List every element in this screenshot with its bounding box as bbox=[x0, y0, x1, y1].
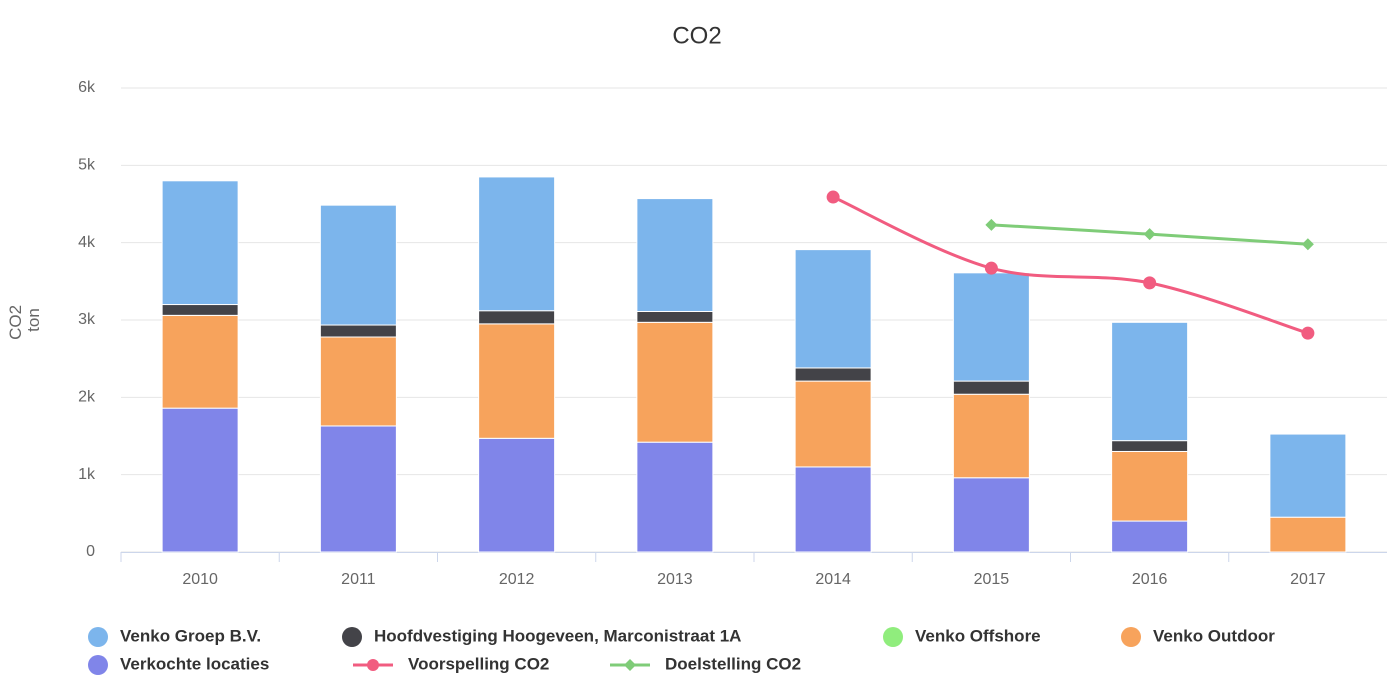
line-marker bbox=[826, 190, 840, 204]
x-tick-label: 2015 bbox=[974, 571, 1010, 588]
bar-segment bbox=[478, 310, 556, 325]
bar-segment bbox=[478, 323, 556, 439]
bar-segment bbox=[794, 380, 872, 468]
line-marker bbox=[984, 261, 998, 275]
chart-title: CO2 bbox=[672, 22, 721, 49]
line-marker bbox=[1301, 238, 1314, 251]
legend-symbol bbox=[367, 659, 379, 671]
bar-segment bbox=[161, 314, 239, 409]
bar-segment bbox=[1111, 440, 1189, 452]
bar-segment bbox=[319, 324, 397, 338]
bar-segment bbox=[1269, 516, 1347, 553]
y-tick-label: 1k bbox=[78, 466, 96, 483]
x-tick-label: 2010 bbox=[182, 571, 218, 588]
bar-segment bbox=[636, 441, 714, 553]
legend-label: Doelstelling CO2 bbox=[665, 654, 801, 673]
bar-segment bbox=[1269, 433, 1347, 518]
legend-symbol bbox=[1121, 627, 1141, 647]
bar-segment bbox=[1111, 450, 1189, 522]
bar-segment bbox=[319, 425, 397, 553]
bar-segment bbox=[952, 477, 1030, 553]
y-tick-label: 2k bbox=[78, 389, 96, 406]
x-tick-label: 2013 bbox=[657, 571, 693, 588]
x-tick-label: 2011 bbox=[341, 571, 376, 588]
bar-segment bbox=[161, 180, 239, 306]
bar-segment bbox=[636, 321, 714, 443]
legend-symbol bbox=[88, 655, 108, 675]
bar-segment bbox=[478, 437, 556, 553]
y-tick-label: 4k bbox=[78, 234, 96, 251]
x-tick-label: 2012 bbox=[499, 571, 535, 588]
bar-segment bbox=[636, 198, 714, 312]
legend-symbol bbox=[342, 627, 362, 647]
x-tick-label: 2017 bbox=[1290, 571, 1326, 588]
line-marker bbox=[1143, 228, 1156, 241]
bar-segment bbox=[952, 380, 1030, 395]
bar-segment bbox=[319, 336, 397, 427]
y-tick-label: 6k bbox=[78, 79, 96, 96]
legend-symbol bbox=[883, 627, 903, 647]
legend-label: Venko Groep B.V. bbox=[120, 626, 261, 645]
x-tick-label: 2016 bbox=[1132, 571, 1168, 588]
y-tick-label: 5k bbox=[78, 157, 96, 174]
legend-symbol bbox=[88, 627, 108, 647]
y-axis-title-line: ton bbox=[24, 308, 43, 332]
legend-symbol bbox=[624, 659, 636, 671]
bar-segment bbox=[952, 393, 1030, 479]
line-marker bbox=[985, 218, 998, 231]
bar-segment bbox=[952, 272, 1030, 382]
legend-label: Verkochte locaties bbox=[120, 654, 269, 673]
bar-segment bbox=[794, 249, 872, 369]
bar-segment bbox=[794, 466, 872, 553]
x-tick-label: 2014 bbox=[815, 571, 851, 588]
bar-segment bbox=[161, 407, 239, 553]
line-series bbox=[832, 195, 1309, 335]
line-marker bbox=[1143, 276, 1157, 290]
y-tick-label: 0 bbox=[86, 543, 95, 560]
legend-label: Hoofdvestiging Hoogeveen, Marconistraat … bbox=[374, 626, 741, 645]
bar-segment bbox=[319, 204, 397, 326]
y-tick-label: 3k bbox=[78, 311, 96, 328]
legend-label: Voorspelling CO2 bbox=[408, 654, 549, 673]
bar-segment bbox=[1111, 520, 1189, 553]
y-axis-title: CO2 ton bbox=[6, 300, 43, 340]
y-axis-title-line: CO2 bbox=[6, 305, 25, 340]
bar-segment bbox=[636, 310, 714, 323]
legend-label: Venko Offshore bbox=[915, 626, 1041, 645]
bar-segment bbox=[794, 367, 872, 382]
line-marker bbox=[1301, 326, 1315, 340]
bar-segment bbox=[161, 304, 239, 316]
bar-segment bbox=[1111, 321, 1189, 442]
legend-label: Venko Outdoor bbox=[1153, 626, 1275, 645]
bar-segment bbox=[478, 176, 556, 312]
